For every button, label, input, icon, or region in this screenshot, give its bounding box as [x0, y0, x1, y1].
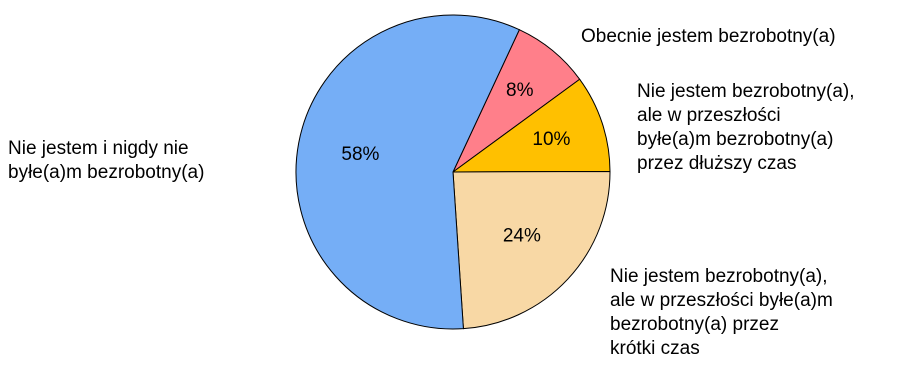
- pct-label-dluzszy: 10%: [532, 129, 570, 150]
- label-krotki-czas: Nie jestem bezrobotny(a), ale w przeszło…: [610, 266, 833, 359]
- slice-krotki: [452, 170, 611, 330]
- label-nigdy-bezrobotny: Nie jestem i nigdy nie byłe(a)m bezrobot…: [8, 138, 205, 183]
- slice-dluzszy: [451, 78, 611, 173]
- pct-label-nigdy: 58%: [341, 144, 379, 165]
- label-obecnie-bezrobotny: Obecnie jestem bezrobotny(a): [581, 26, 836, 47]
- label-dluzszy-czas: Nie jestem bezrobotny(a), ale w przeszło…: [637, 81, 855, 174]
- pct-label-krotki: 24%: [503, 226, 541, 247]
- slice-nigdy: [295, 14, 521, 330]
- pct-label-obecnie: 8%: [506, 80, 534, 101]
